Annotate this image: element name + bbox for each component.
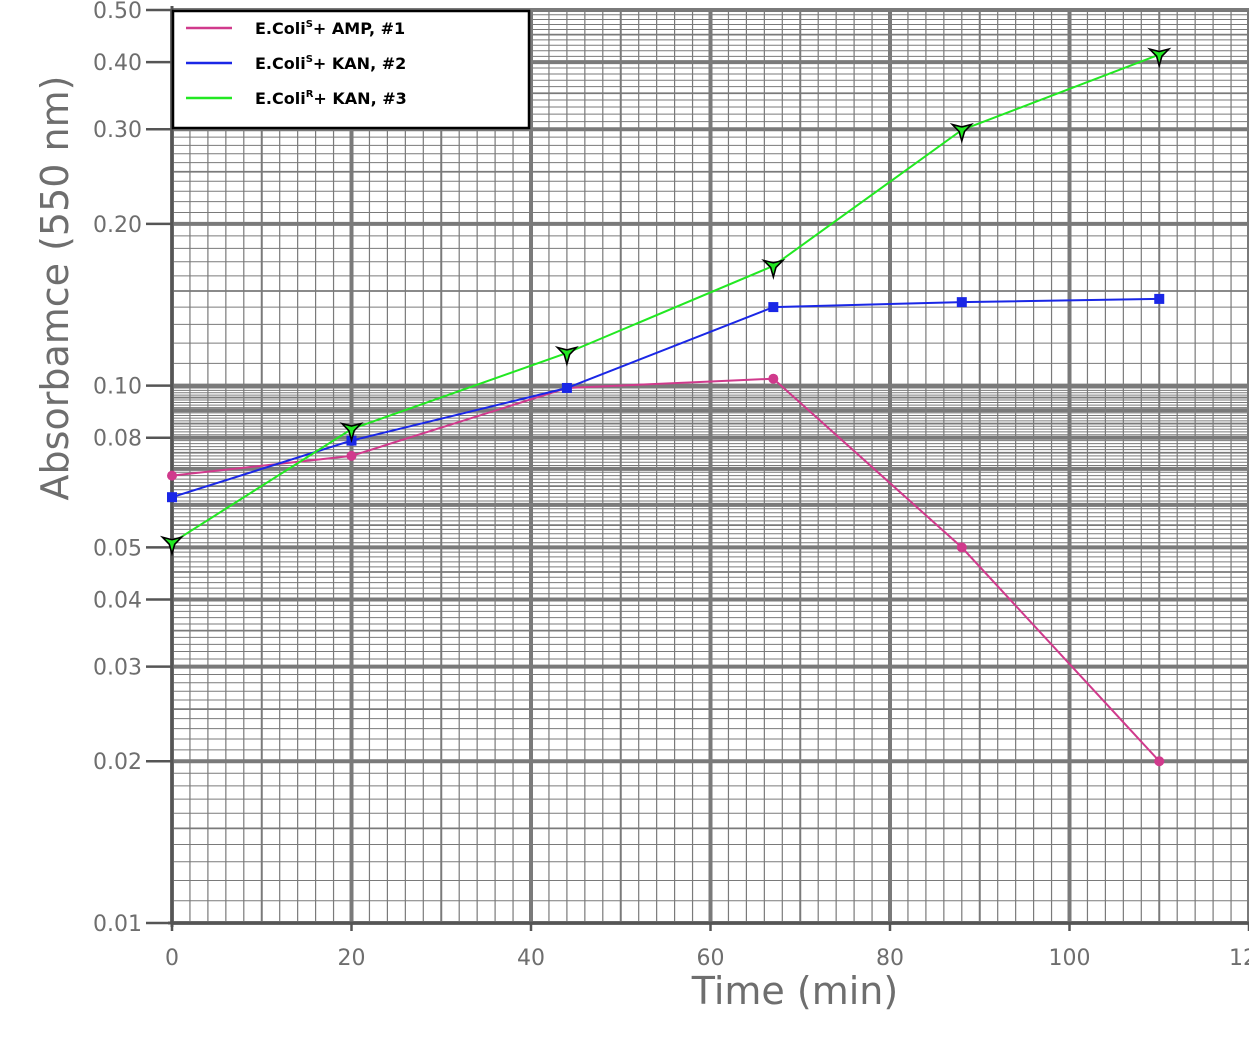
data-point [956,542,967,553]
data-point [768,302,779,313]
data-point [554,346,579,367]
chart-series [159,47,1172,767]
y-tick-label: 0.30 [93,118,142,143]
data-point [1154,293,1165,304]
x-tick-label: 60 [697,946,725,971]
x-axis-title: Time (min) [691,969,898,1013]
x-tick-label: 120 [1229,946,1249,971]
data-point [1147,47,1172,69]
y-tick-label: 0.02 [93,750,142,775]
y-tick-label: 0.10 [93,375,142,400]
data-point [956,297,967,308]
chart-grid [170,8,1249,925]
data-point [167,492,177,503]
legend-entry-2: E.ColiS+ KAN, #2 [255,54,406,73]
legend-entry-3: E.ColiR+ KAN, #3 [255,89,407,108]
x-tick-label: 20 [338,946,366,971]
x-tick-label: 40 [517,946,545,971]
y-tick-label: 0.03 [93,656,142,681]
y-tick-label: 0.20 [93,213,142,238]
chart-axes: 0.50 0.40 0.30 0.20 0.10 0.08 0.05 0.04 0.03 0.02… [93,0,1249,971]
y-tick-label: 0.50 [93,0,142,24]
data-point [561,382,572,393]
series-line-1 [171,377,1161,762]
data-point [346,450,357,461]
data-point [949,123,974,144]
legend-entry-1: E.ColiS+ AMP, #1 [255,19,405,38]
data-point [1154,756,1165,767]
x-tick-label: 0 [165,946,179,971]
x-tick-label: 80 [876,946,904,971]
series-line-2 [171,297,1160,499]
y-tick-label: 0.05 [93,536,142,561]
x-tick-label: 100 [1049,946,1091,971]
data-point [159,535,185,557]
data-point [761,258,786,280]
y-axis-title: Absorbamce (550 nm) [33,76,77,501]
y-tick-label: 0.01 [93,912,142,937]
y-tick-label: 0.40 [93,51,142,76]
y-tick-label: 0.08 [93,427,142,452]
data-point [339,422,364,444]
y-tick-label: 0.04 [93,588,142,613]
data-point [167,470,177,481]
series-line-3 [171,53,1160,544]
data-point [768,373,779,384]
legend-box [171,9,531,130]
chart-legend: E.ColiS+ AMP, #1 E.ColiS+ KAN, #2 E.ColiR+… [171,9,531,130]
